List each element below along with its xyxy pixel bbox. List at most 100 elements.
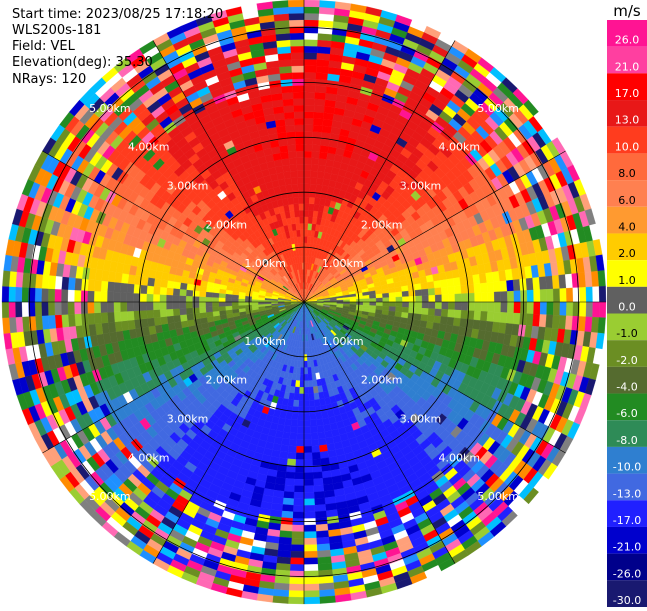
velocity-cell: [320, 451, 329, 459]
velocity-cell: [68, 314, 76, 327]
velocity-cell: [527, 290, 534, 302]
velocity-cell: [435, 288, 442, 296]
velocity-cell: [304, 564, 318, 571]
velocity-cell: [120, 292, 127, 302]
velocity-cell: [312, 446, 320, 453]
velocity-cell: [107, 292, 114, 302]
velocity-cell: [311, 171, 318, 178]
velocity-cell: [304, 440, 312, 447]
velocity-cell: [146, 302, 153, 310]
velocity-cell: [245, 299, 252, 302]
velocity-cell: [320, 458, 329, 466]
velocity-cell: [455, 302, 462, 310]
velocity-cell: [187, 319, 195, 326]
velocity-cell: [154, 317, 162, 326]
velocity-cell: [166, 295, 173, 302]
velocity-cell: [414, 314, 421, 321]
velocity-cell: [120, 302, 127, 312]
velocity-cell: [140, 285, 147, 294]
velocity-cell: [289, 584, 304, 591]
velocity-cell: [474, 293, 481, 302]
velocity-cell: [317, 550, 331, 558]
velocity-cell: [448, 294, 455, 302]
velocity-cell: [461, 285, 468, 294]
velocity-cell: [94, 291, 101, 302]
velocity-cell: [2, 270, 10, 286]
velocity-cell: [500, 281, 507, 292]
velocity-cell: [308, 210, 313, 217]
velocity-cell: [586, 287, 593, 302]
velocity-cell: [309, 197, 315, 204]
velocity-cell: [304, 7, 319, 14]
velocity-cell: [279, 537, 292, 545]
velocity-cell: [292, 406, 298, 413]
velocity-cell: [291, 538, 304, 545]
velocity-cell: [304, 210, 309, 217]
velocity-cell: [314, 491, 325, 498]
velocity-cell: [301, 354, 304, 361]
velocity-cell: [422, 308, 429, 315]
velocity-cell: [282, 504, 293, 511]
velocity-cell: [309, 204, 314, 211]
velocity-cell: [453, 277, 461, 286]
velocity-cell: [9, 287, 16, 302]
velocity-cell: [304, 446, 312, 453]
velocity-cell: [140, 302, 147, 311]
velocity-cell: [232, 305, 239, 309]
velocity-cell: [68, 277, 76, 290]
velocity-cell: [288, 597, 304, 604]
velocity-cell: [363, 302, 370, 305]
velocity-cell: [48, 315, 56, 329]
velocity-cell: [94, 302, 101, 313]
velocity-cell: [173, 302, 180, 309]
velocity-cell: [186, 314, 193, 321]
velocity-cell: [206, 307, 213, 312]
velocity-cell: [294, 387, 299, 394]
velocity-cell: [579, 302, 586, 317]
velocity-cell: [376, 294, 383, 298]
velocity-cell: [304, 171, 311, 178]
velocity-cell: [61, 314, 69, 327]
velocity-cell: [317, 40, 331, 48]
velocity-cell: [383, 302, 390, 306]
velocity-cell: [61, 277, 69, 290]
velocity-cell: [313, 386, 318, 393]
velocity-cell: [447, 317, 455, 326]
velocity-cell: [160, 279, 167, 287]
velocity-cell: [304, 486, 314, 493]
velocity-cell: [194, 318, 201, 325]
velocity-cell: [296, 453, 304, 460]
velocity-cell: [304, 243, 307, 250]
velocity-cell: [114, 282, 121, 292]
velocity-cell: [2, 286, 9, 302]
velocity-cell: [376, 302, 383, 306]
velocity-cell: [402, 297, 409, 302]
velocity-cell: [300, 374, 304, 381]
velocity-cell: [304, 184, 310, 191]
velocity-cell: [415, 308, 422, 315]
velocity-cell: [304, 459, 313, 466]
velocity-cell: [501, 291, 508, 302]
velocity-cell: [310, 177, 317, 184]
velocity-cell: [304, 400, 309, 407]
velocity-cell: [314, 485, 324, 492]
velocity-cell: [389, 292, 396, 297]
velocity-cell: [311, 426, 318, 433]
velocity-cell: [500, 312, 507, 323]
velocity-cell: [173, 288, 180, 295]
velocity-cell: [501, 302, 508, 313]
velocity-cell: [461, 310, 468, 319]
velocity-cell: [314, 393, 320, 400]
velocity-cell: [440, 316, 447, 324]
velocity-cell: [280, 445, 289, 453]
velocity-cell: [304, 39, 318, 46]
velocity-cell: [278, 544, 291, 552]
velocity-cell: [42, 275, 50, 289]
velocity-cell: [238, 299, 245, 302]
velocity-cell: [140, 293, 147, 302]
velocity-cell: [166, 309, 173, 317]
velocity-cell: [304, 59, 317, 66]
velocity-cell: [304, 453, 312, 460]
velocity-cell: [526, 278, 533, 290]
velocity-cell: [481, 302, 488, 312]
